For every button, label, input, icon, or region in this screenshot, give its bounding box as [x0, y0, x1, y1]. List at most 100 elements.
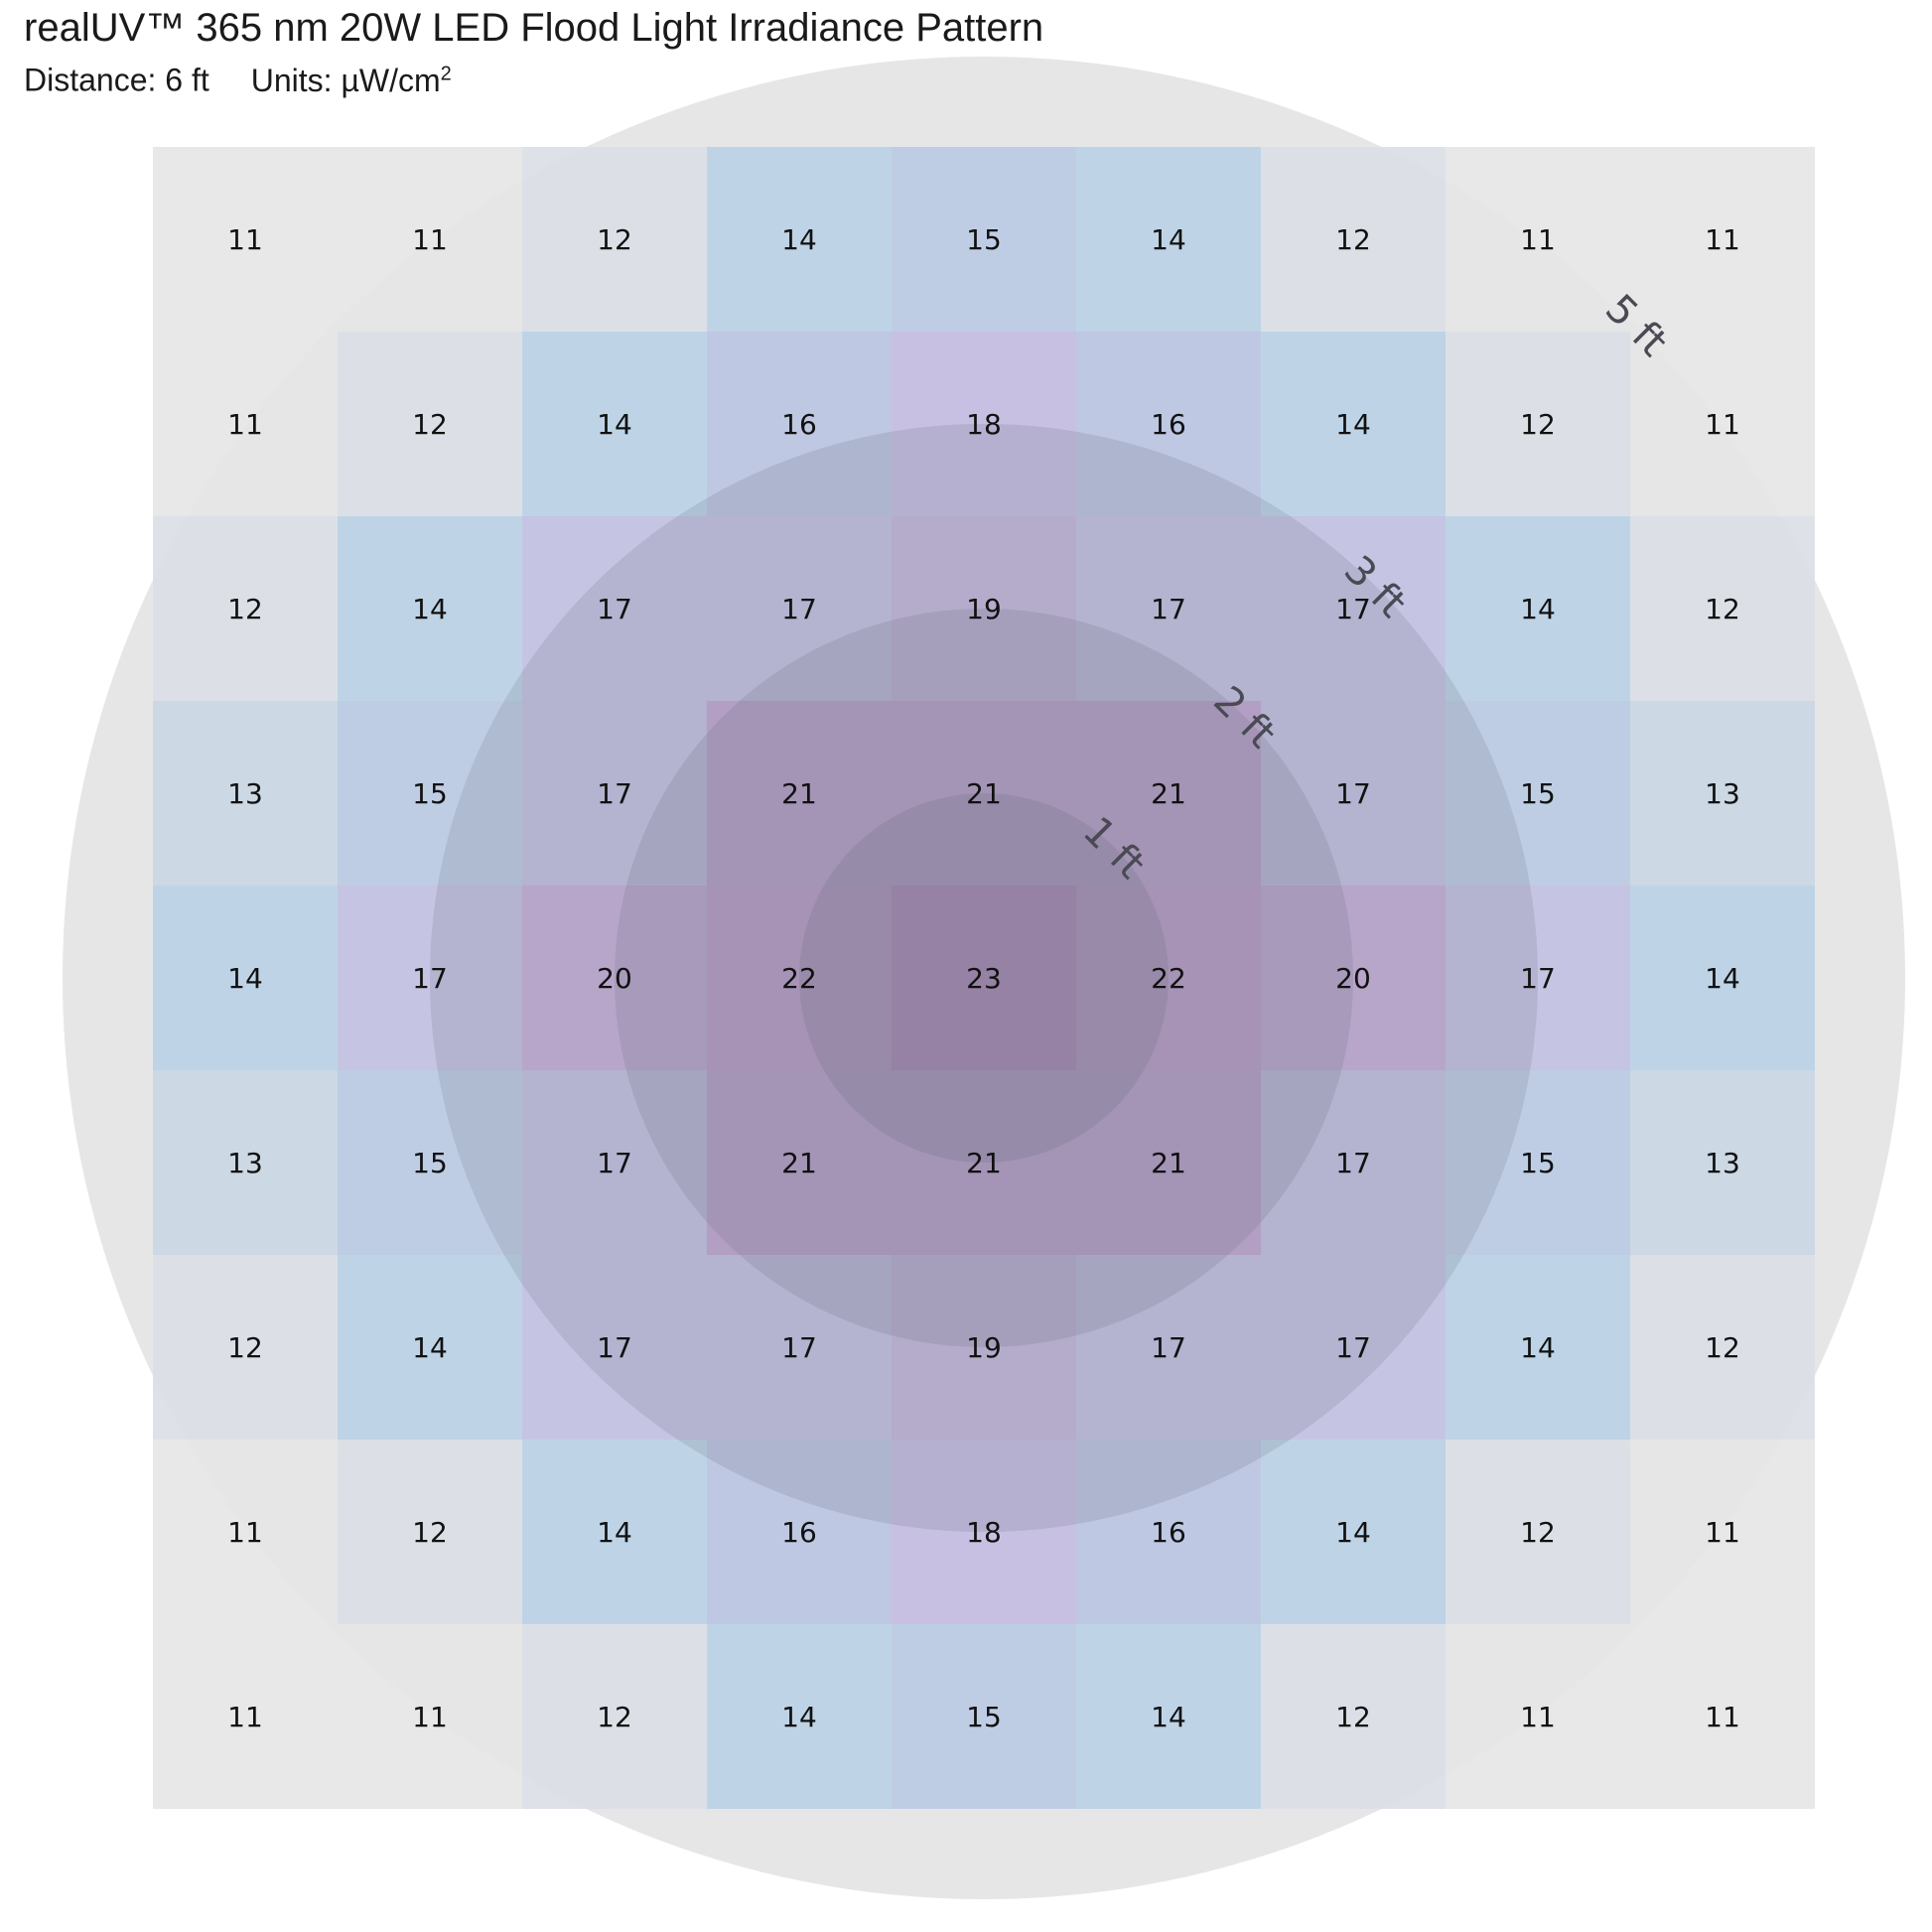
heatmap-cell: [1630, 1255, 1815, 1440]
cell-value-label: 17: [597, 593, 632, 625]
cell-value-label: 12: [1520, 1516, 1556, 1549]
units-prefix: Units: µW/cm: [250, 62, 441, 98]
heatmap-cell: [338, 332, 522, 516]
heatmap-cell: [892, 147, 1076, 332]
units-label: Units: µW/cm2: [251, 63, 452, 98]
cell-value-label: 11: [1520, 223, 1556, 256]
heatmap-cell: [892, 1624, 1076, 1809]
cell-value-label: 19: [966, 593, 1002, 625]
cell-value-label: 14: [1520, 593, 1556, 625]
heatmap-cell: [1630, 701, 1815, 886]
heatmap-cell: [1630, 516, 1815, 701]
heatmap-cell: [1446, 332, 1630, 516]
cell-value-label: 14: [1520, 1331, 1556, 1364]
heatmap-cell: [522, 1440, 707, 1624]
heatmap-cell: [1261, 516, 1446, 701]
cell-value-label: 15: [412, 777, 448, 810]
cell-value-label: 21: [966, 777, 1002, 810]
cell-value-label: 15: [1520, 1147, 1556, 1179]
cell-value-label: 11: [227, 1701, 263, 1733]
cell-value-label: 13: [227, 777, 263, 810]
heatmap-cell: [707, 147, 892, 332]
heatmap-cell: [1076, 1070, 1261, 1255]
cell-value-label: 14: [781, 1701, 817, 1733]
heatmap-cell: [338, 1255, 522, 1440]
cell-value-label: 11: [412, 1701, 448, 1733]
cell-value-label: 21: [781, 1147, 817, 1179]
cell-value-label: 14: [1705, 962, 1740, 995]
heatmap-cell: [707, 1255, 892, 1440]
cell-value-label: 21: [1151, 777, 1186, 810]
heatmap-cell: [1076, 516, 1261, 701]
heatmap-cell: [153, 516, 338, 701]
heatmap-cell: [153, 701, 338, 886]
cell-value-label: 21: [966, 1147, 1002, 1179]
heatmap-cell: [338, 886, 522, 1070]
heatmap-cell: [338, 516, 522, 701]
heatmap-cell: [522, 1624, 707, 1809]
heatmap-cell: [522, 1255, 707, 1440]
cell-value-label: 12: [1520, 408, 1556, 441]
heatmap-cell: [1446, 701, 1630, 886]
heatmap-cell: [892, 701, 1076, 886]
heatmap-cell: [892, 516, 1076, 701]
heatmap-cell: [1261, 886, 1446, 1070]
cell-value-label: 12: [412, 1516, 448, 1549]
heatmap-cell: [1076, 701, 1261, 886]
heatmap-cell: [1446, 1255, 1630, 1440]
heatmap-cell: [892, 886, 1076, 1070]
cell-value-label: 11: [227, 408, 263, 441]
heatmap-cell: [522, 147, 707, 332]
cell-value-label: 12: [1705, 593, 1740, 625]
heatmap-cell: [522, 332, 707, 516]
heatmap-cell: [1076, 886, 1261, 1070]
heatmap-cell: [892, 1440, 1076, 1624]
cell-value-label: 14: [1335, 1516, 1371, 1549]
cell-value-label: 17: [597, 1147, 632, 1179]
cell-value-label: 14: [597, 1516, 632, 1549]
cell-value-label: 17: [1520, 962, 1556, 995]
heatmap-cell: [1261, 332, 1446, 516]
heatmap-cell: [1261, 1070, 1446, 1255]
chart-header: realUV™ 365 nm 20W LED Flood Light Irrad…: [24, 2, 1043, 100]
heatmap-cell: [1630, 1070, 1815, 1255]
cell-value-label: 12: [227, 593, 263, 625]
cell-value-label: 14: [1151, 1701, 1186, 1733]
cell-value-label: 14: [227, 962, 263, 995]
cell-value-label: 12: [597, 1701, 632, 1733]
cell-value-label: 20: [1335, 962, 1371, 995]
cell-value-label: 17: [781, 1331, 817, 1364]
cell-value-label: 14: [781, 223, 817, 256]
chart-title: realUV™ 365 nm 20W LED Flood Light Irrad…: [24, 6, 1044, 50]
heatmap-cell: [707, 701, 892, 886]
cell-value-label: 18: [966, 408, 1002, 441]
heatmap-cell: [1076, 1255, 1261, 1440]
heatmap-cell: [1446, 516, 1630, 701]
cell-value-label: 11: [1520, 1701, 1556, 1733]
cell-value-label: 15: [412, 1147, 448, 1179]
heatmap-cell: [1076, 332, 1261, 516]
cell-value-label: 12: [1705, 1331, 1740, 1364]
cell-value-label: 12: [1335, 223, 1371, 256]
heatmap-cell: [153, 1070, 338, 1255]
cell-value-label: 11: [412, 223, 448, 256]
cell-value-label: 22: [1151, 962, 1186, 995]
cell-value-label: 13: [1705, 777, 1740, 810]
cell-value-label: 20: [597, 962, 632, 995]
heatmap-cell: [338, 147, 522, 332]
heatmap-cell: [707, 1624, 892, 1809]
cell-value-label: 16: [781, 1516, 817, 1549]
distance-ring: [430, 424, 1538, 1532]
heatmap-cell: [1261, 701, 1446, 886]
heatmap-cell: [153, 147, 338, 332]
cell-value-label: 17: [1151, 593, 1186, 625]
cell-value-label: 21: [781, 777, 817, 810]
heatmap-cell: [522, 516, 707, 701]
cell-value-label: 23: [966, 962, 1002, 995]
distance-label: Distance: 6 ft: [24, 62, 209, 98]
cell-value-label: 13: [227, 1147, 263, 1179]
heatmap-cell: [892, 1255, 1076, 1440]
heatmap-cell: [153, 1440, 338, 1624]
heatmap-cell: [522, 886, 707, 1070]
